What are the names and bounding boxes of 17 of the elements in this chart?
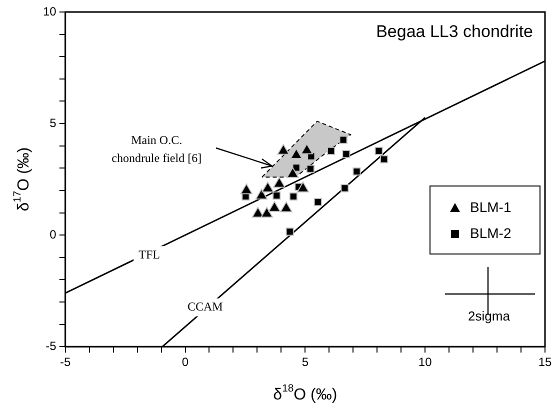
x-tick-label: 15 <box>538 355 552 370</box>
annotation: CCAM <box>187 299 224 314</box>
y-tick-label: 5 <box>50 116 57 130</box>
x-tick-label: 0 <box>182 355 189 370</box>
legend-label: BLM-2 <box>470 224 512 241</box>
annotation: Main O.C. chondrule field [6] <box>112 133 202 166</box>
x-tick-label: 10 <box>418 355 432 370</box>
y-axis-title: δ17O (‰) <box>12 147 32 212</box>
annotation: Begaa LL3 chondrite <box>376 22 533 42</box>
legend-label: BLM-1 <box>470 198 512 215</box>
x-tick-label: 5 <box>302 355 309 370</box>
y-tick-label: -5 <box>46 338 57 353</box>
annotation: 2sigma <box>468 308 511 324</box>
y-tick-label: 0 <box>50 227 57 242</box>
x-tick-label: -5 <box>60 355 72 370</box>
y-tick-label: 10 <box>42 4 57 18</box>
annotation: TFL <box>138 247 160 262</box>
